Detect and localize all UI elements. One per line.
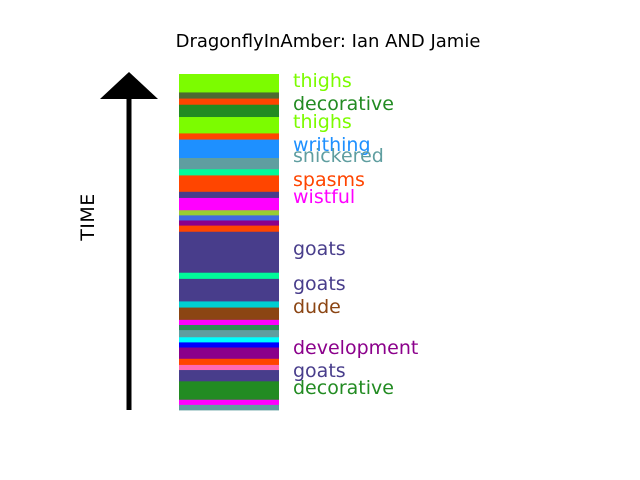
timeline-band-27 (179, 358, 279, 366)
timeline-band-9 (179, 175, 279, 193)
band-label-0: thighs (293, 70, 352, 92)
timeline-band-12 (179, 210, 279, 216)
timeline-band-16 (179, 231, 279, 274)
timeline-band-21 (179, 319, 279, 326)
band-label-9: dude (293, 296, 341, 318)
timeline-band-22 (179, 324, 279, 331)
timeline-band-11 (179, 197, 279, 211)
timeline-band-18 (179, 278, 279, 302)
timeline-band-29 (179, 370, 279, 382)
timeline-band-32 (179, 404, 279, 411)
timeline-band-1 (179, 92, 279, 99)
timeline-band-13 (179, 215, 279, 221)
timeline-band-30 (179, 381, 279, 401)
chart-title: DragonflyInAmber: Ian AND Jamie (175, 31, 481, 52)
timeline-band-26 (179, 347, 279, 360)
band-label-8: goats (293, 273, 346, 295)
timeline-band-3 (179, 104, 279, 118)
timeline-band-28 (179, 364, 279, 371)
timeline-band-10 (179, 191, 279, 199)
timeline-band-5 (179, 133, 279, 140)
band-label-6: wistful (293, 186, 356, 208)
timeline-band-19 (179, 301, 279, 308)
band-label-11: goats (293, 360, 346, 382)
timeline-band-25 (179, 342, 279, 348)
band-label-5: spasms (293, 169, 365, 191)
band-label-12: decorative (293, 377, 394, 399)
band-label-1: decorative (293, 93, 394, 115)
timeline-band-17 (179, 272, 279, 280)
timeline-band-8 (179, 169, 279, 176)
timeline-band-31 (179, 399, 279, 406)
timeline-band-6 (179, 139, 279, 159)
time-arrow-head (100, 72, 158, 99)
band-label-2: thighs (293, 111, 352, 133)
timeline-band-0 (179, 74, 279, 93)
band-label-3: writhing (293, 134, 371, 156)
timeline-band-2 (179, 98, 279, 106)
timeline-band-7 (179, 158, 279, 170)
timeline-band-20 (179, 307, 279, 321)
band-label-7: goats (293, 238, 346, 260)
timeline-band-15 (179, 225, 279, 233)
timeline-band-14 (179, 220, 279, 227)
band-label-10: development (293, 337, 419, 359)
timeline-band-4 (179, 117, 279, 134)
timeline-band-24 (179, 337, 279, 343)
band-label-4: snickered (293, 145, 384, 167)
timeline-band-23 (179, 330, 279, 338)
